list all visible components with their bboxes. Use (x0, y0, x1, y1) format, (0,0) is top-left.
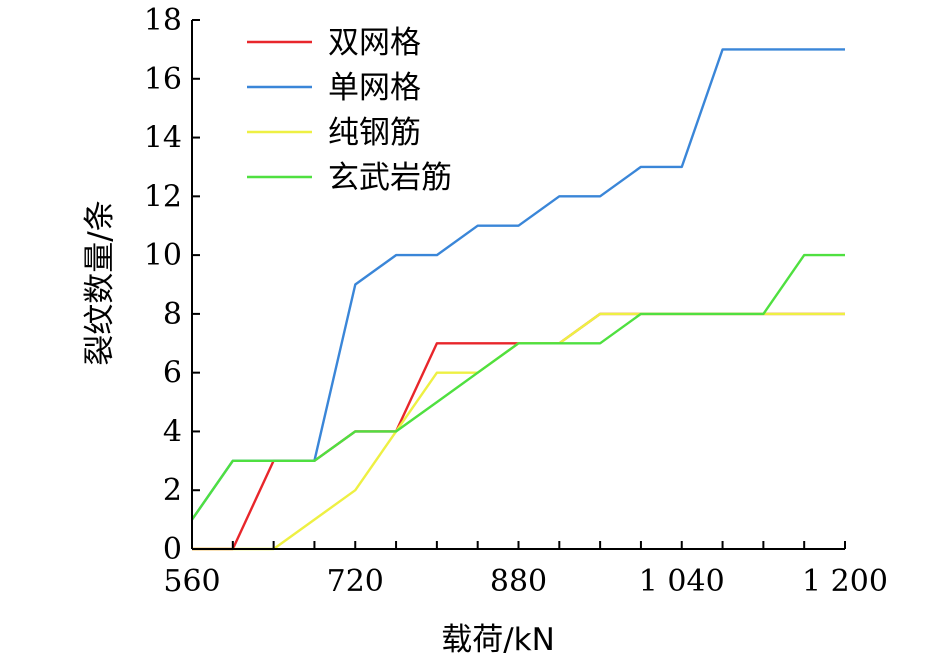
x-tick-label: 880 (490, 564, 547, 599)
series-line-3 (192, 312, 845, 551)
legend-label: 双网格 (328, 25, 421, 61)
x-axis-title: 载荷/kN (441, 622, 555, 658)
y-tick-label: 12 (144, 179, 182, 214)
y-axis-title: 裂纹数量/条 (82, 200, 118, 365)
legend-label: 玄武岩筋 (328, 160, 452, 196)
y-tick-label: 10 (144, 238, 182, 273)
y-tick-label: 8 (163, 297, 182, 332)
x-axis: 560 720 880 1 040 1 200 (163, 541, 888, 599)
y-tick-label: 14 (144, 121, 182, 156)
series-line-2 (191, 48, 845, 521)
y-tick-label: 0 (163, 532, 182, 567)
x-tick-label: 720 (327, 564, 384, 599)
series-line-1 (192, 312, 845, 551)
y-tick-label: 16 (144, 62, 182, 97)
x-tick-label: 1 040 (639, 564, 725, 599)
x-tick-label: 1 200 (802, 564, 888, 599)
y-tick-label: 2 (163, 473, 182, 508)
y-tick-label: 4 (163, 414, 182, 449)
x-tick-label: 560 (163, 564, 220, 599)
y-tick-label: 6 (163, 356, 182, 391)
y-axis: 0 2 4 6 8 10 12 14 16 18 (144, 3, 200, 567)
y-tick-label: 18 (144, 3, 182, 38)
legend-label: 单网格 (328, 70, 421, 106)
series-line-4 (191, 253, 845, 521)
plot-area (191, 48, 845, 551)
legend-label: 纯钢筋 (328, 115, 421, 151)
